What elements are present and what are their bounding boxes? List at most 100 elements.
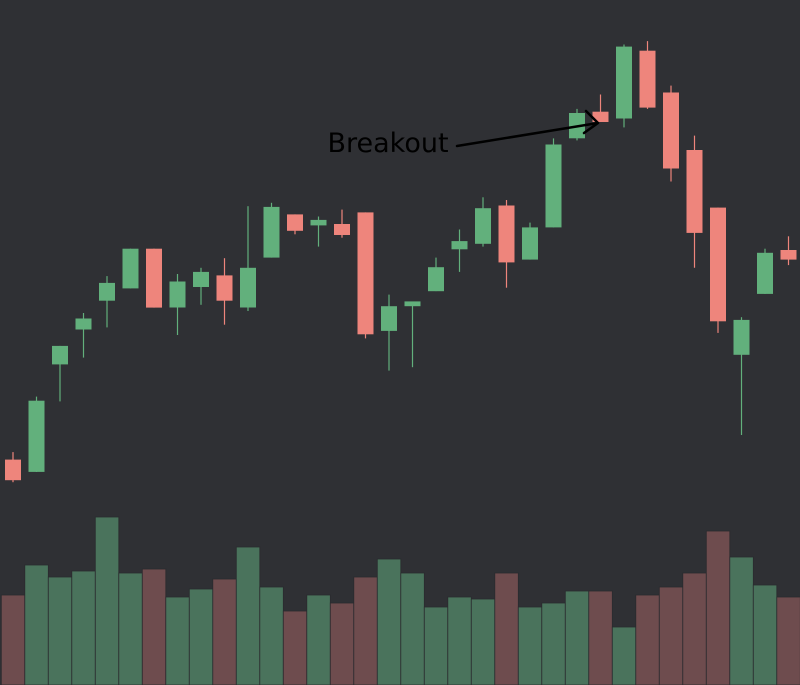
volume-bar: [705, 530, 731, 685]
volume-bar: [517, 606, 543, 685]
volume-bar: [47, 576, 73, 685]
candle: [757, 248, 773, 294]
volume-bar: [141, 568, 167, 685]
candle-body: [28, 400, 45, 472]
volume-bars: [0, 516, 800, 685]
breakout-arrow: [455, 109, 600, 148]
candle-body: [169, 281, 186, 308]
candle-body: [663, 92, 679, 169]
candle-body: [122, 248, 139, 289]
volume-bar: [212, 578, 237, 685]
volume-bar: [682, 572, 707, 685]
candle-body: [5, 459, 21, 481]
candle: [616, 44, 632, 128]
candle: [310, 216, 327, 247]
volume-bar: [165, 596, 190, 685]
candle-body: [216, 275, 233, 301]
candle-body: [404, 301, 421, 307]
candle: [193, 267, 209, 305]
volume-bar: [282, 610, 308, 685]
candle: [475, 197, 491, 247]
candle: [5, 452, 21, 483]
candle: [334, 209, 350, 238]
volume-bar: [71, 570, 96, 685]
volume-bar: [0, 594, 26, 685]
candle-body: [522, 227, 538, 260]
candle-body: [193, 271, 209, 287]
candle: [428, 257, 444, 292]
candle-body: [263, 206, 280, 258]
volume-bar: [329, 602, 355, 685]
candle-body: [334, 224, 350, 235]
candle-body: [428, 267, 444, 292]
candle: [263, 202, 280, 258]
candle: [122, 248, 139, 289]
volume-bar: [94, 516, 120, 685]
candle: [28, 396, 45, 472]
volume-bar: [235, 546, 261, 685]
breakout-annotation: Breakout: [327, 109, 600, 159]
candle: [381, 294, 397, 371]
candle: [663, 85, 679, 182]
candle: [287, 214, 303, 235]
candle: [686, 135, 703, 268]
candle: [592, 94, 609, 122]
volume-bar: [306, 594, 331, 685]
candle-body: [475, 208, 491, 244]
candle-body: [99, 282, 115, 301]
candle-body: [639, 50, 656, 108]
candle: [498, 200, 515, 288]
candle: [404, 301, 421, 368]
volume-bar: [376, 558, 402, 685]
volume-bar: [118, 572, 143, 685]
candle-body: [381, 306, 397, 331]
candle: [639, 41, 656, 109]
candle: [780, 236, 797, 266]
candle-body: [780, 250, 797, 260]
volume-bar: [588, 590, 613, 685]
volume-bar: [541, 602, 566, 685]
candle: [522, 222, 538, 260]
candle: [545, 138, 562, 228]
candle-body: [451, 241, 468, 250]
volume-bar: [611, 626, 637, 685]
candle: [216, 258, 233, 325]
candle: [52, 345, 68, 402]
volume-bar: [423, 606, 449, 685]
candle: [710, 207, 726, 333]
volume-bar: [494, 572, 519, 685]
volume-bar: [658, 586, 684, 685]
volume-bar: [752, 584, 778, 685]
candle-body: [310, 219, 327, 226]
volume-bar: [188, 588, 214, 685]
candle-body: [146, 248, 162, 308]
breakout-label: Breakout: [327, 128, 448, 159]
candle-body: [75, 318, 92, 330]
candle-body: [287, 214, 303, 231]
candle-body: [52, 345, 68, 365]
candle-body: [498, 205, 515, 263]
candle: [733, 317, 750, 435]
candle-body: [686, 150, 703, 233]
candle-body: [357, 212, 374, 335]
volume-bar: [564, 590, 590, 685]
candle: [451, 229, 468, 272]
candle: [146, 248, 162, 308]
candle-body: [592, 111, 609, 122]
candle-body: [710, 207, 726, 322]
candle-body: [240, 267, 256, 308]
candle-body: [545, 144, 562, 228]
candle: [357, 212, 374, 339]
volume-bar: [400, 572, 425, 685]
candle: [240, 206, 256, 311]
candle-body: [733, 319, 750, 355]
volume-bar: [729, 556, 754, 685]
candle: [75, 313, 92, 358]
candle-body: [616, 46, 632, 119]
volume-bar: [447, 596, 472, 685]
volume-bar: [776, 596, 800, 685]
volume-bar: [353, 576, 378, 685]
candle-body: [757, 252, 773, 294]
